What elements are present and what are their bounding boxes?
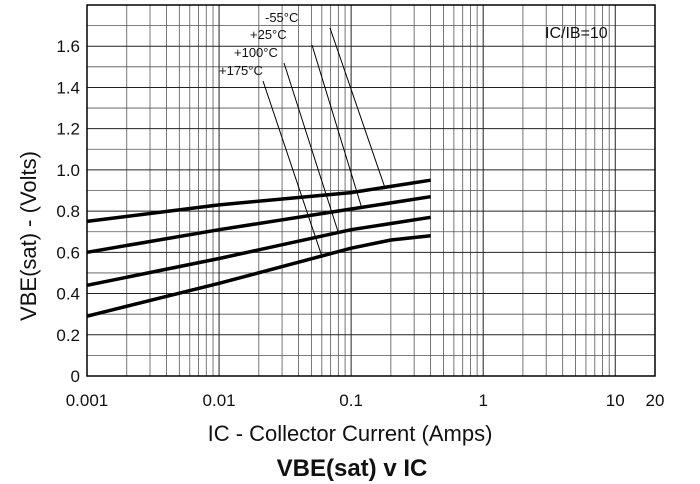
- series-leader-line: [283, 62, 339, 233]
- x-tick-label: 0.001: [66, 391, 109, 410]
- series-line: [86, 215, 431, 288]
- y-tick-label: 0.6: [56, 243, 80, 262]
- chart-title: VBE(sat) v IC: [277, 455, 428, 482]
- y-tick-label: 1.0: [56, 161, 80, 180]
- series-line: [86, 178, 431, 224]
- series-leader-line: [262, 80, 323, 257]
- y-tick-label: 1.2: [56, 120, 80, 139]
- chart-annotation: IC/IB=10: [545, 25, 608, 42]
- y-tick-label: 0.2: [56, 326, 80, 345]
- y-tick-label: 1.6: [56, 37, 80, 56]
- grid-minor: [87, 5, 656, 376]
- series-line: [86, 194, 431, 255]
- y-tick-label: 0.8: [56, 202, 80, 221]
- series-leader-line: [311, 44, 363, 208]
- series-lines: [86, 178, 431, 318]
- series-label: +25°C: [250, 27, 287, 42]
- series-line: [86, 234, 431, 318]
- plot-frame: [86, 4, 656, 377]
- series-label: +175°C: [219, 63, 263, 78]
- series-label: +100°C: [234, 45, 278, 60]
- y-tick-label: 0.4: [56, 285, 80, 304]
- x-tick-label: 0.01: [203, 391, 236, 410]
- y-axis-title: VBE(sat) - (Volts): [16, 151, 41, 321]
- y-tick-label: 1.4: [56, 78, 80, 97]
- series-labels: -55°C +25°C +100°C +175°C: [219, 10, 298, 78]
- y-tick-labels: 0 0.2 0.4 0.6 0.8 1.0 1.2 1.4 1.6: [56, 37, 80, 386]
- x-tick-label: 1: [478, 391, 487, 410]
- x-tick-labels: 0.001 0.01 0.1 1 10 20: [66, 391, 665, 410]
- grid-major: [86, 5, 655, 376]
- series-label: -55°C: [265, 10, 298, 25]
- series-label-leaders: [262, 27, 386, 257]
- y-tick-label: 0: [71, 367, 80, 386]
- x-tick-label: 20: [646, 391, 665, 410]
- series-leader-line: [329, 27, 386, 188]
- x-tick-label: 10: [606, 391, 625, 410]
- x-tick-label: 0.1: [339, 391, 363, 410]
- x-axis-title: IC - Collector Current (Amps): [208, 421, 493, 446]
